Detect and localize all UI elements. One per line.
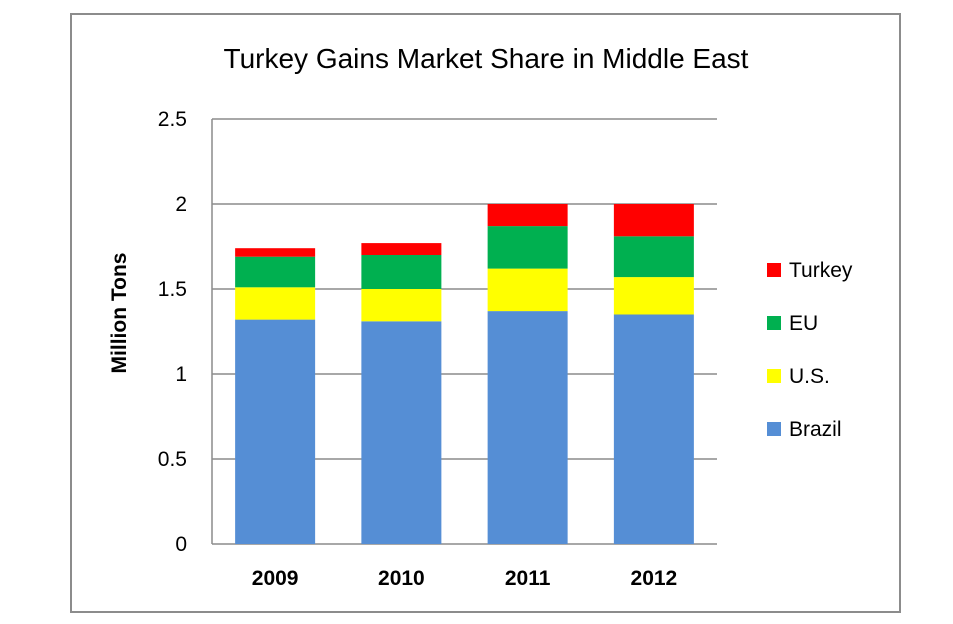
bar-turkey-2009 [235,248,316,257]
y-tick-label: 1 [175,363,187,386]
chart-title: Turkey Gains Market Share in Middle East [224,43,749,74]
chart-frame [70,13,901,613]
bar-brazil-2012 [613,314,694,544]
category-labels: 2009 2010 2011 2012 [252,567,677,590]
bar-us-2009 [235,287,316,320]
legend-swatch [767,369,781,383]
y-tick-labels: 0 0.5 1 1.5 2 2.5 [158,108,187,556]
y-tick-label: 0 [175,533,187,556]
bar-turkey-2011 [487,204,568,227]
y-tick-label: 1.5 [158,278,187,301]
bar-eu-2009 [235,256,316,288]
bar-eu-2012 [613,236,694,278]
y-axis-label: Million Tons [108,253,131,374]
y-tick-label: 2 [175,193,187,216]
legend: Turkey EU U.S. Brazil [767,259,853,441]
legend-swatch [767,316,781,330]
x-tick-label: 2009 [252,567,299,590]
legend-swatch [767,263,781,277]
bars [235,204,694,544]
bar-turkey-2010 [361,243,442,255]
bar-eu-2010 [361,255,442,289]
x-tick-label: 2012 [631,567,678,590]
bar-us-2010 [361,289,442,322]
legend-label: Brazil [789,418,842,441]
bar-brazil-2011 [487,311,568,544]
legend-label: U.S. [789,365,830,388]
bar-brazil-2009 [235,319,316,544]
legend-swatch [767,422,781,436]
x-tick-label: 2011 [505,567,551,590]
x-tick-label: 2010 [378,567,425,590]
legend-label: EU [789,312,818,335]
y-tick-label: 2.5 [158,108,187,131]
legend-label: Turkey [789,259,853,282]
bar-us-2012 [613,277,694,315]
y-tick-label: 0.5 [158,448,187,471]
bar-us-2011 [487,268,568,312]
bar-eu-2011 [487,226,568,269]
bar-brazil-2010 [361,321,442,544]
bar-turkey-2012 [613,204,694,237]
